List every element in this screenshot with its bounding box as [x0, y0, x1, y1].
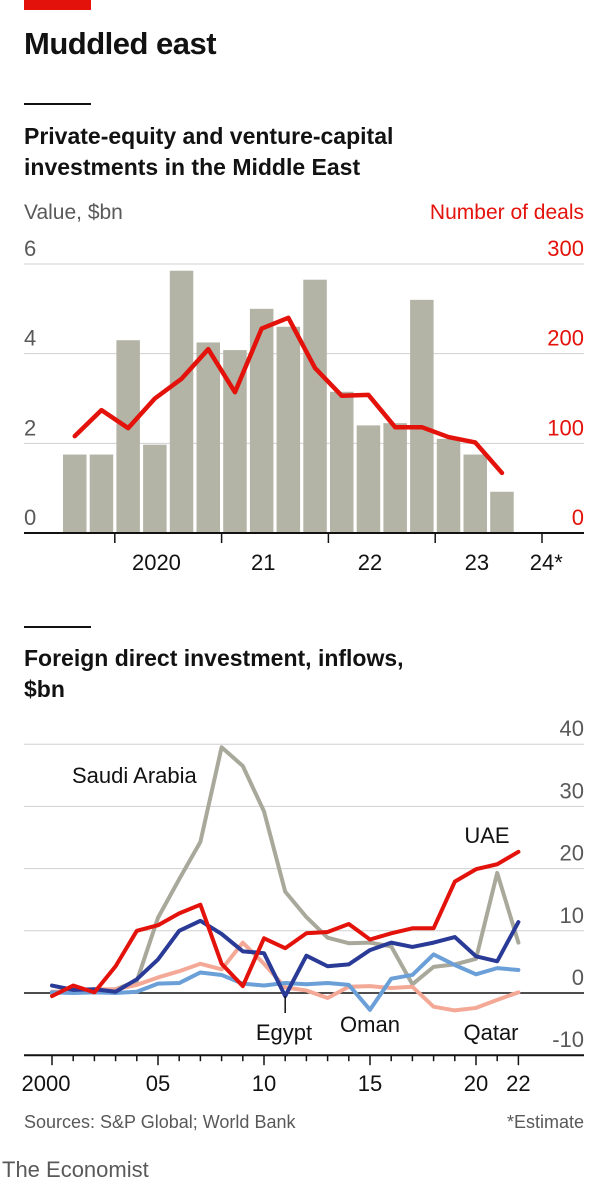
section-rule-1	[24, 103, 91, 105]
chart1-left-tick-label: 0	[24, 505, 36, 530]
chart1-left-tick-label: 6	[24, 236, 36, 261]
chart2-series-label: Egypt	[256, 1020, 312, 1045]
page-title: Muddled east	[24, 26, 217, 61]
section-rule-2	[24, 626, 91, 628]
chart2-x-tick-label: 22	[506, 1071, 530, 1096]
chart2-y-tick-label: 10	[560, 903, 584, 928]
chart2-x-tick-label: 2000	[22, 1071, 71, 1096]
chart1-deals-line	[72, 315, 505, 476]
chart2-series-line-uae	[50, 849, 521, 999]
brand-logo-text: The Economist	[2, 1157, 149, 1182]
chart1-bar	[169, 270, 194, 533]
chart2-x-tick-label: 10	[252, 1071, 276, 1096]
chart2-series-line-oman	[50, 952, 521, 1012]
chart1-subtitle: Private-equity and venture-capital inves…	[24, 123, 394, 180]
chart1-bar	[143, 444, 167, 533]
header-red-bar	[24, 0, 91, 10]
chart1-right-tick-label: 0	[572, 505, 584, 530]
chart1-bar	[303, 279, 327, 533]
chart2-x-tick-label: 20	[464, 1071, 488, 1096]
chart1-right-tick-label: 100	[547, 415, 584, 440]
chart2-x-tick-label: 15	[358, 1071, 382, 1096]
chart2-y-tick-label: 40	[560, 716, 584, 741]
chart1-bar	[463, 454, 487, 533]
chart1-bar	[490, 491, 514, 533]
chart1-bar	[330, 391, 354, 533]
chart1-bar	[249, 308, 274, 533]
sources-note: Sources: S&P Global; World Bank	[24, 1112, 296, 1132]
chart2-series-label: Oman	[340, 1012, 400, 1037]
chart1-left-tick-label: 2	[24, 415, 36, 440]
chart2-series-label: UAE	[464, 823, 509, 848]
chart2-y-tick-label: 30	[560, 778, 584, 803]
chart2-y-tick-label: 20	[560, 841, 584, 866]
chart1-bar	[383, 423, 407, 533]
chart2-y-tick-label: -10	[552, 1027, 584, 1052]
chart1-x-tick-label: 23	[465, 550, 489, 575]
chart1-bar	[276, 326, 301, 533]
chart1-bar	[223, 350, 247, 533]
chart2-series-label: Saudi Arabia	[72, 763, 198, 788]
chart1-bar	[89, 454, 114, 533]
estimate-footnote: *Estimate	[506, 1112, 584, 1132]
chart1-left-axis-label: Value, $bn	[24, 201, 123, 224]
chart1-bar	[63, 454, 87, 533]
chart1-bar	[196, 342, 220, 533]
chart2-y-tick-label: 0	[572, 965, 584, 990]
chart2-series-label: Qatar	[463, 1020, 518, 1045]
chart1-bar	[356, 425, 381, 533]
chart1-bar	[436, 438, 461, 533]
chart1-x-tick-label: 21	[251, 550, 275, 575]
chart2-subtitle: Foreign direct investment, inflows, $bn	[24, 645, 404, 702]
chart1-right-axis-label: Number of deals	[429, 201, 584, 224]
chart1-x-tick-label: 2020	[132, 550, 181, 575]
chart1-x-tick-label: 24*	[530, 550, 563, 575]
chart1-svg: 0 2 4 6 0 100 200 300 2020 21 22 23 24*	[24, 236, 584, 575]
chart1-x-tick-label: 22	[358, 550, 382, 575]
chart1-bar	[116, 340, 140, 533]
chart2-x-tick-label: 05	[146, 1071, 170, 1096]
chart1-right-tick-label: 300	[547, 236, 584, 261]
chart1-right-tick-label: 200	[547, 326, 584, 351]
chart2-series-line-qatar	[50, 940, 521, 1013]
chart1-bar	[410, 299, 434, 533]
chart1-left-tick-label: 4	[24, 326, 36, 351]
